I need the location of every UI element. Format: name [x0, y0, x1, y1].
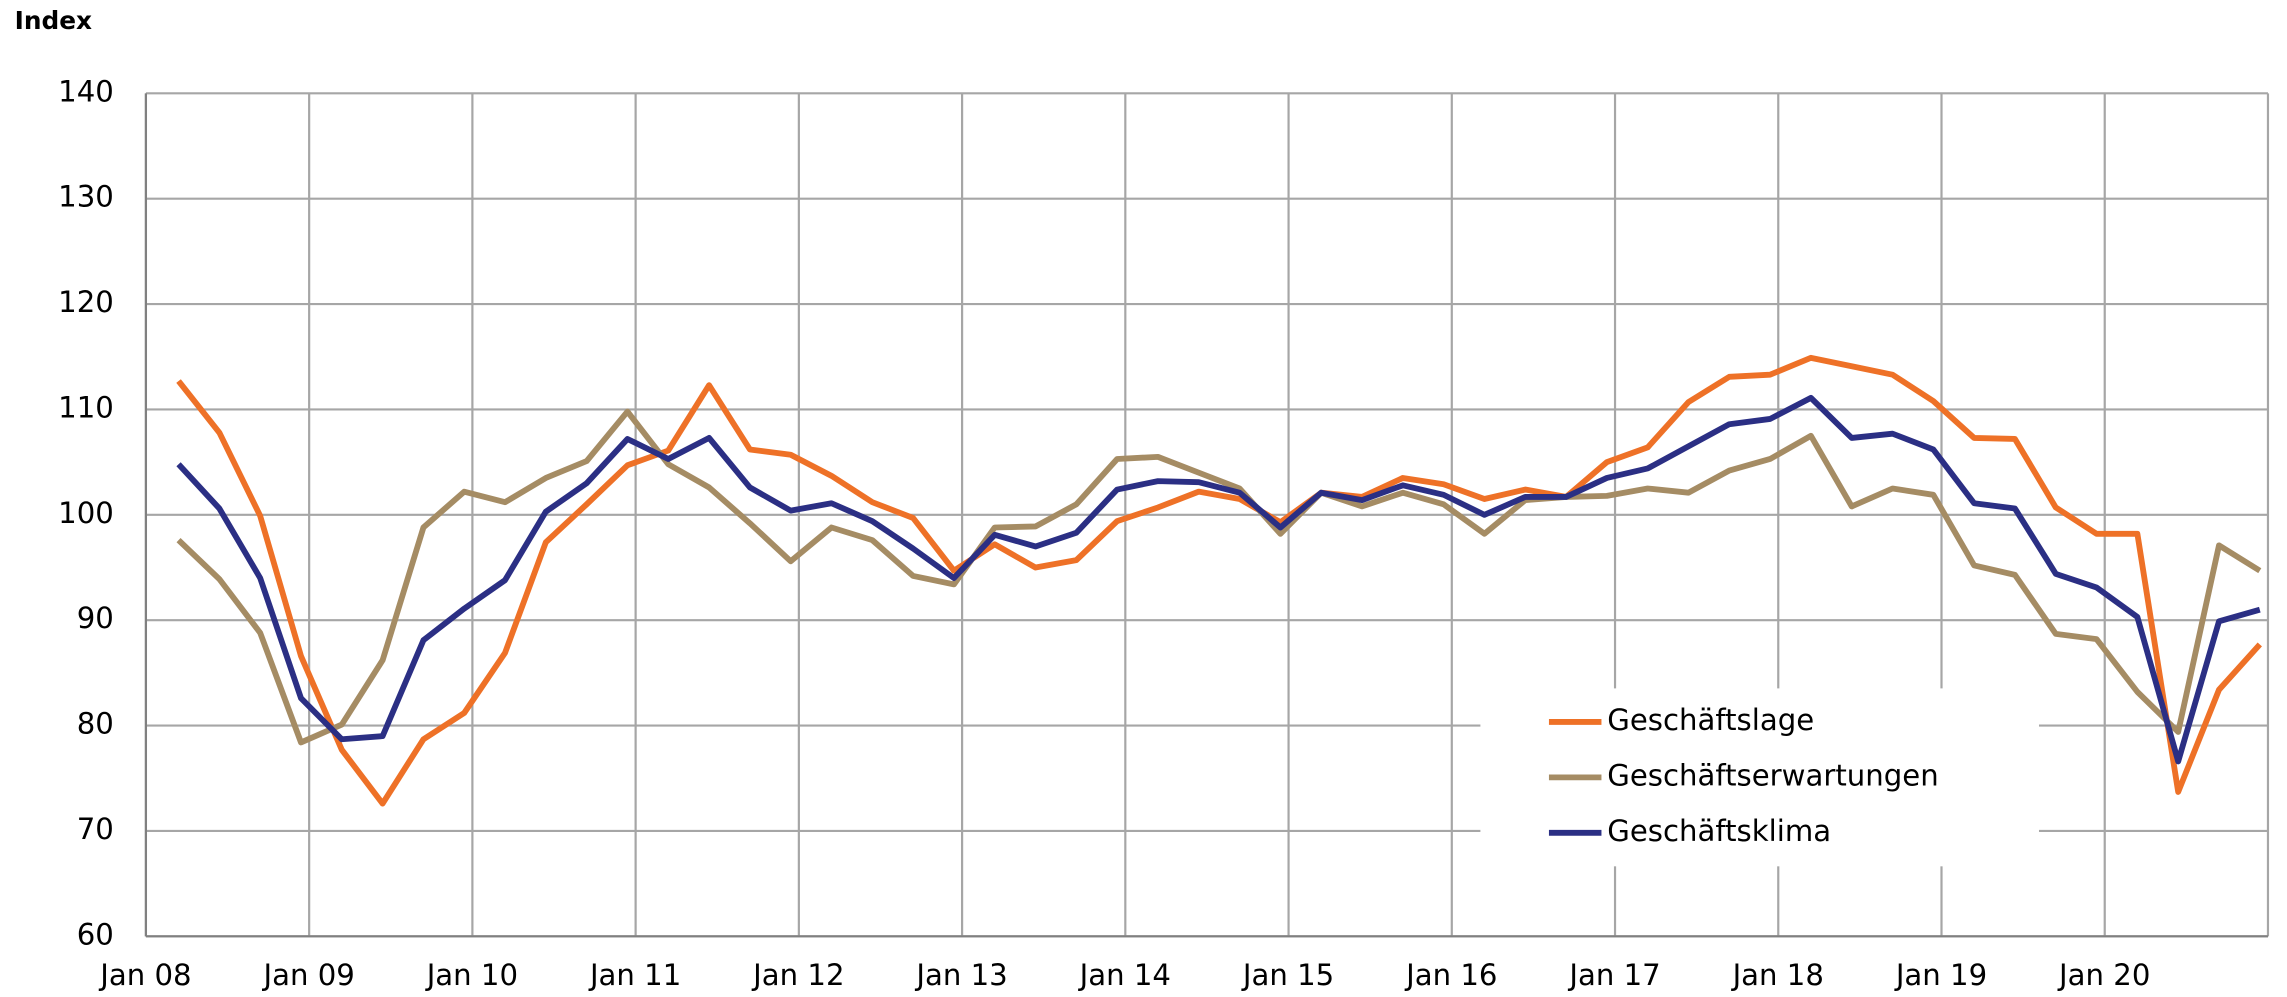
y-tick-label: 60 — [77, 917, 114, 951]
y-tick-label: 90 — [77, 601, 114, 635]
x-tick-label: Jan 08 — [98, 958, 191, 992]
x-tick-label: Jan 13 — [914, 958, 1007, 992]
y-tick-label: 80 — [77, 707, 114, 741]
y-tick-label: 130 — [58, 180, 114, 214]
legend: Geschäftslage Geschäftserwartungen Geschäf… — [1480, 688, 2039, 867]
x-tick-label: Jan 10 — [425, 958, 518, 992]
legend-label: Geschäftsklima — [1607, 814, 1831, 848]
x-tick-label: Jan 20 — [2057, 958, 2150, 992]
y-tick-label: 140 — [58, 74, 114, 108]
x-tick-label: Jan 12 — [751, 958, 844, 992]
x-tick-label: Jan 15 — [1241, 958, 1334, 992]
legend-label: Geschäftserwartungen — [1607, 758, 1938, 792]
x-tick-label: Jan 17 — [1567, 958, 1660, 992]
series-line — [176, 354, 2262, 807]
x-tick-label: Jan 11 — [588, 958, 681, 992]
y-axis-title: Index — [15, 6, 92, 35]
x-tick-label: Jan 09 — [261, 958, 354, 992]
legend-label: Geschäftslage — [1607, 703, 1814, 737]
x-tick-label: Jan 19 — [1894, 958, 1987, 992]
y-tick-label: 120 — [58, 285, 114, 319]
series-line — [176, 408, 2262, 746]
y-tick-label: 110 — [58, 390, 114, 424]
x-tick-label: Jan 14 — [1078, 958, 1171, 992]
y-tick-label: 100 — [58, 496, 114, 530]
x-tick-label: Jan 16 — [1404, 958, 1497, 992]
series-line — [176, 394, 2261, 765]
y-tick-label: 70 — [77, 812, 114, 846]
x-tick-label: Jan 18 — [1731, 958, 1824, 992]
